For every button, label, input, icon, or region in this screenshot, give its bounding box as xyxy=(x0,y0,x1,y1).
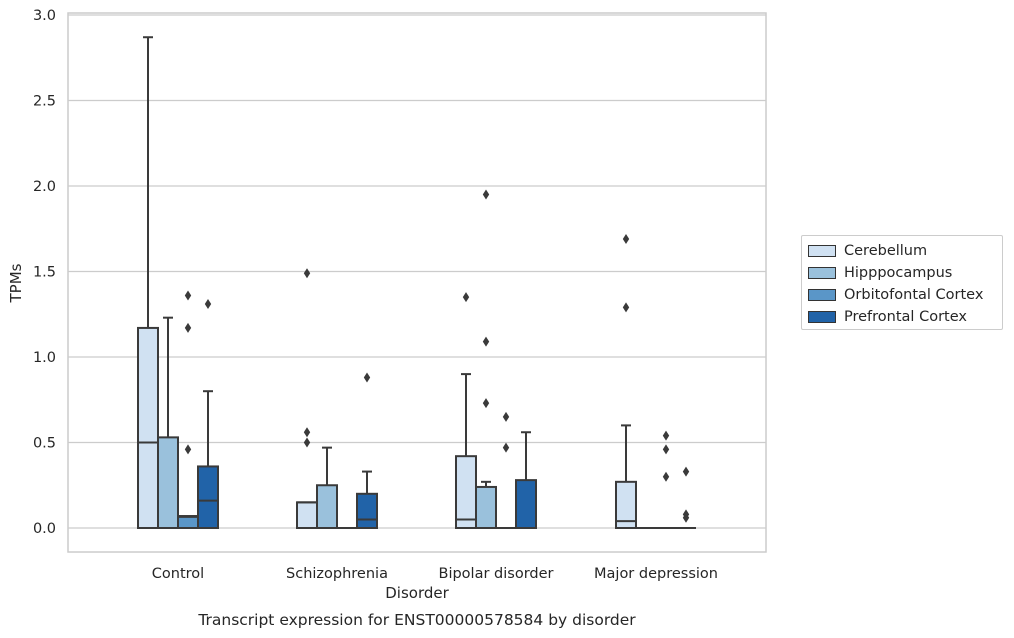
box-1-0 xyxy=(296,268,318,530)
y-tick-label-5: 2.5 xyxy=(33,94,56,110)
box-body xyxy=(615,480,637,529)
legend-label-prefrontal-cortex: Prefrontal Cortex xyxy=(844,309,967,325)
box-3-2 xyxy=(656,430,676,529)
outlier-point xyxy=(622,234,630,245)
outlier-point xyxy=(662,444,670,455)
y-tick-label-4: 2.0 xyxy=(33,179,56,195)
box-2-2 xyxy=(496,411,516,529)
outlier-point xyxy=(502,411,510,422)
outlier-point xyxy=(482,336,490,347)
chart-title: Transcript expression for ENST0000057858… xyxy=(197,611,636,629)
box-0-3 xyxy=(197,298,219,530)
box-body xyxy=(137,326,159,529)
outlier-point xyxy=(502,442,510,453)
box-body xyxy=(475,485,497,529)
box-body xyxy=(296,501,318,530)
legend-swatch-hippocampus xyxy=(808,267,836,279)
y-tick-label-3: 1.5 xyxy=(33,265,56,281)
outlier-point xyxy=(462,292,470,303)
box-body xyxy=(455,455,477,529)
outlier-point xyxy=(662,430,670,441)
x-tick-label-0: Control xyxy=(152,566,204,582)
y-axis-label: TPMs xyxy=(7,263,25,303)
outlier-point xyxy=(184,444,192,455)
box-2-1 xyxy=(475,189,497,529)
legend-label-orbitofrontal-cortex: Orbitofontal Cortex xyxy=(844,287,984,303)
y-tick-labels: 0.0 0.5 1.0 1.5 2.0 2.5 3.0 xyxy=(33,8,56,537)
outlier-point xyxy=(682,466,690,477)
x-tick-label-1: Schizophrenia xyxy=(286,566,388,582)
x-axis-label: Disorder xyxy=(385,584,449,602)
outlier-point xyxy=(682,509,690,520)
y-tick-label-2: 1.0 xyxy=(33,350,56,366)
box-body xyxy=(316,484,338,529)
outlier-point xyxy=(622,302,630,313)
x-tick-label-2: Bipolar disorder xyxy=(439,566,554,582)
legend-item-orbitofrontal-cortex: Orbitofontal Cortex xyxy=(808,284,1002,306)
y-tick-label-6: 3.0 xyxy=(33,8,56,24)
outlier-point xyxy=(482,398,490,409)
outlier-point xyxy=(303,268,311,279)
box-2-0 xyxy=(455,292,477,529)
x-tick-label-3: Major depression xyxy=(594,566,718,582)
box-0-1 xyxy=(157,316,179,529)
y-tick-label-0: 0.0 xyxy=(33,521,56,537)
outlier-point xyxy=(662,471,670,482)
outlier-point xyxy=(184,322,192,333)
outlier-point xyxy=(204,298,212,309)
outlier-point xyxy=(482,189,490,200)
box-1-3 xyxy=(356,372,378,529)
outlier-point xyxy=(184,290,192,301)
box-body xyxy=(197,465,219,530)
gridlines xyxy=(68,14,766,529)
outlier-point xyxy=(303,437,311,448)
legend-item-cerebellum: Cerebellum xyxy=(808,240,1002,262)
legend-swatch-cerebellum xyxy=(808,245,836,257)
legend-label-hippocampus: Hipppocampus xyxy=(844,265,953,281)
box-2-3 xyxy=(515,431,537,529)
box-0-2 xyxy=(177,290,199,530)
x-tick-labels: Control Schizophrenia Bipolar disorder Majo… xyxy=(152,566,718,582)
legend-swatch-prefrontal-cortex xyxy=(808,311,836,323)
legend-item-prefrontal-cortex: Prefrontal Cortex xyxy=(808,306,1002,328)
box-3-3 xyxy=(676,466,696,529)
legend-label-cerebellum: Cerebellum xyxy=(844,243,928,259)
outlier-point xyxy=(303,427,311,438)
box-groups xyxy=(137,36,696,530)
box-1-1 xyxy=(316,446,338,529)
legend-item-hippocampus: Hipppocampus xyxy=(808,262,1002,284)
outlier-point xyxy=(363,372,371,383)
box-body xyxy=(157,436,179,529)
legend-swatch-orbitofrontal-cortex xyxy=(808,289,836,301)
box-3-0 xyxy=(615,234,637,529)
plot-frame xyxy=(67,12,767,553)
box-body xyxy=(356,492,378,529)
box-body xyxy=(515,479,537,529)
legend: Cerebellum Hipppocampus Orbitofontal Cor… xyxy=(801,235,1003,330)
box-0-0 xyxy=(137,36,159,529)
y-tick-label-1: 0.5 xyxy=(33,436,56,452)
